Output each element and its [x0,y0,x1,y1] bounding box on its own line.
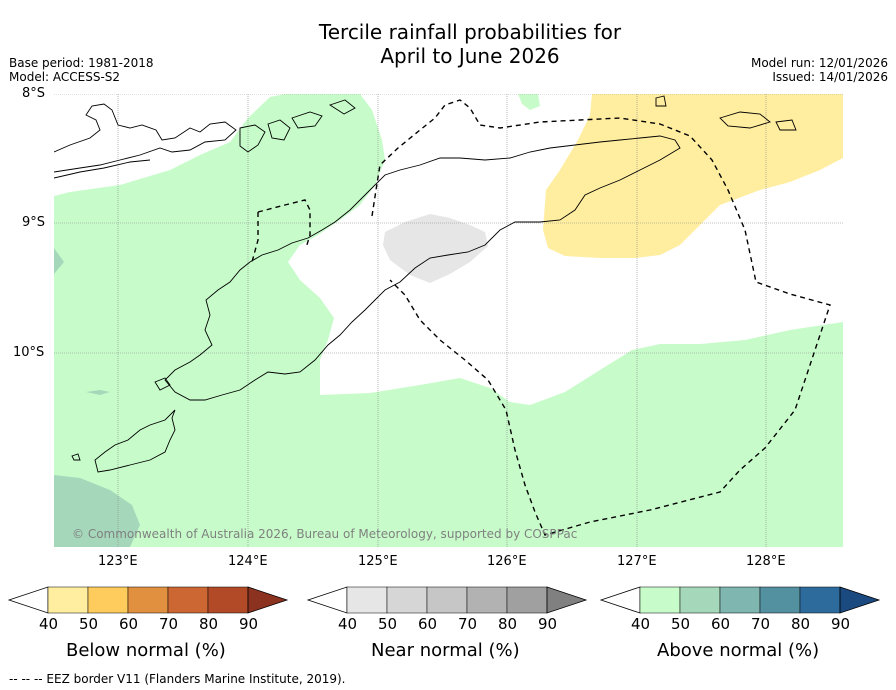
colorbar-above [599,586,881,614]
colorbar-near-tick: 80 [498,615,518,633]
colorbar-below-segment [87,586,129,614]
colorbar-near-tick: 70 [458,615,478,633]
lon-label-123e: 123°E [98,554,138,569]
lat-label-10s: 10°S [13,345,45,360]
lat-label-8s: 8°S [22,86,46,101]
colorbar-above-tick: 40 [631,615,651,633]
colorbar-below [7,586,289,614]
colorbar-near-label: Near normal (%) [371,640,520,661]
colorbar-above-segment [799,586,841,614]
colorbar-below-segment [127,586,169,614]
colorbar-below-tick: 90 [239,615,259,633]
issued-date: Issued: 14/01/2026 [772,70,888,84]
lat-label-9s: 9°S [22,215,46,230]
title-line-1: Tercile rainfall probabilities for [318,20,622,44]
meta-left: Base period: 1981-2018 Model: ACCESS-S2 [9,56,154,84]
colorbar-below-upper-arrow [247,586,289,614]
colorbar-above-tick: 50 [671,615,691,633]
colorbar-above-segment [679,586,721,614]
colorbar-above-segment [759,586,801,614]
colorbar-below-tick: 50 [79,615,99,633]
above-normal-small-patch [518,94,540,110]
title-line-2: April to June 2026 [380,44,560,68]
colorbar-near-segment [466,586,508,614]
lon-label-125e: 125°E [358,554,398,569]
lon-label-128e: 128°E [746,554,786,569]
footer-note: -- -- -- EEZ border V11 (Flanders Marine… [9,672,346,686]
map-title: Tercile rainfall probabilities for April… [0,20,896,68]
colorbar-near-segment [386,586,428,614]
colorbar-above-label: Above normal (%) [657,640,820,661]
above-normal-50-area [54,475,140,547]
meta-right: Model run: 12/01/2026 Issued: 14/01/2026 [751,56,888,84]
colorbar-near-tick: 40 [338,615,358,633]
colorbar-below-tick: 40 [39,615,59,633]
colorbar-below-segment [47,586,89,614]
colorbar-near-segment [506,586,548,614]
colorbar-above-tick: 70 [751,615,771,633]
colorbar-near-tick: 60 [418,615,438,633]
lon-label-127e: 127°E [617,554,657,569]
colorbar-below-lower-arrow [7,586,49,614]
eez-border [251,99,831,536]
colorbar-below-tick: 60 [119,615,139,633]
colorbar-above-segment [719,586,761,614]
above-normal-40-area [54,94,843,547]
above-normal-50-patch [54,248,64,274]
colorbar-below-tick: 80 [199,615,219,633]
colorbar-below-segment [207,586,249,614]
model-run: Model run: 12/01/2026 [750,56,888,70]
lon-label-124e: 124°E [228,554,268,569]
colorbar-near-upper-arrow [546,586,588,614]
coastlines [54,95,797,473]
colorbar-near-segment [426,586,468,614]
colorbar-near-tick: 50 [378,615,398,633]
colorbar-below-segment [167,586,209,614]
colorbar-above-tick: 90 [831,615,851,633]
colorbar-near-tick: 90 [538,615,558,633]
colorbar-near-segment [346,586,388,614]
colorbar-above-tick: 60 [711,615,731,633]
base-period: Base period: 1981-2018 [9,56,154,70]
colorbar-above-lower-arrow [599,586,641,614]
copyright-notice: © Commonwealth of Australia 2026, Bureau… [72,527,578,541]
colorbar-above-tick: 80 [791,615,811,633]
lon-label-126e: 126°E [487,554,527,569]
colorbar-above-segment [639,586,681,614]
colorbar-below-label: Below normal (%) [66,640,226,661]
colorbar-near [306,586,588,614]
near-normal-40-area [383,214,488,283]
graticule [54,94,843,547]
model-name: Model: ACCESS-S2 [9,70,121,84]
island-patch [86,390,110,395]
below-normal-40-area [543,94,843,258]
colorbar-below-tick: 70 [159,615,179,633]
colorbar-above-upper-arrow [839,586,881,614]
colorbar-near-lower-arrow [306,586,348,614]
